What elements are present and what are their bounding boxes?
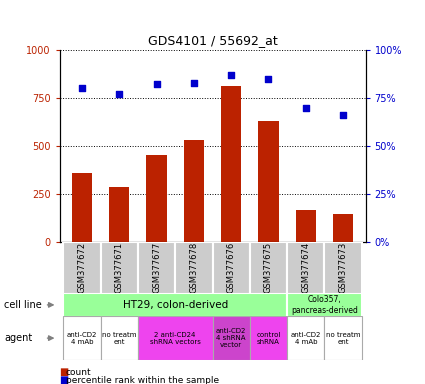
Text: no treatm
ent: no treatm ent — [102, 332, 136, 344]
Point — [265, 76, 272, 82]
Bar — [63, 316, 101, 360]
Bar — [287, 293, 362, 317]
Bar — [250, 316, 287, 360]
Bar — [250, 242, 287, 294]
Text: GSM377673: GSM377673 — [339, 242, 348, 293]
Text: ■: ■ — [60, 375, 69, 384]
Point — [303, 104, 309, 111]
Text: cell line: cell line — [4, 300, 42, 310]
Point — [228, 72, 235, 78]
Bar — [138, 242, 175, 294]
Bar — [212, 242, 250, 294]
Text: GSM377675: GSM377675 — [264, 242, 273, 293]
Bar — [212, 316, 250, 360]
Bar — [146, 155, 167, 242]
Bar — [63, 242, 101, 294]
Bar — [287, 316, 324, 360]
Text: anti-CD2
4 mAb: anti-CD2 4 mAb — [291, 332, 321, 344]
Bar — [221, 86, 241, 242]
Bar — [63, 293, 287, 317]
Text: GSM377677: GSM377677 — [152, 242, 161, 293]
Text: GSM377672: GSM377672 — [77, 242, 86, 293]
Bar — [101, 316, 138, 360]
Text: count: count — [66, 368, 91, 377]
Text: agent: agent — [4, 333, 32, 343]
Bar — [109, 187, 130, 242]
Point — [153, 81, 160, 88]
Text: GSM377678: GSM377678 — [190, 242, 198, 293]
Text: control
shRNA: control shRNA — [256, 332, 280, 344]
Bar — [333, 214, 353, 242]
Point — [190, 79, 197, 86]
Text: percentile rank within the sample: percentile rank within the sample — [66, 376, 219, 384]
Bar — [175, 242, 212, 294]
Text: GSM377674: GSM377674 — [301, 242, 310, 293]
Point — [116, 91, 122, 97]
Text: anti-CD2
4 mAb: anti-CD2 4 mAb — [67, 332, 97, 344]
Bar — [295, 210, 316, 242]
Bar — [184, 140, 204, 242]
Bar — [324, 242, 362, 294]
Text: Colo357,
pancreas-derived: Colo357, pancreas-derived — [291, 295, 358, 315]
Text: 2 anti-CD24
shRNA vectors: 2 anti-CD24 shRNA vectors — [150, 332, 201, 344]
Bar — [72, 173, 92, 242]
Bar — [138, 316, 212, 360]
Point — [340, 112, 346, 118]
Text: no treatm
ent: no treatm ent — [326, 332, 360, 344]
Text: ■: ■ — [60, 367, 69, 377]
Text: anti-CD2
4 shRNA
vector: anti-CD2 4 shRNA vector — [216, 328, 246, 348]
Point — [79, 85, 85, 91]
Bar — [287, 242, 324, 294]
Text: GSM377676: GSM377676 — [227, 242, 235, 293]
Text: GSM377671: GSM377671 — [115, 242, 124, 293]
Text: HT29, colon-derived: HT29, colon-derived — [122, 300, 228, 310]
Bar — [258, 121, 279, 242]
Title: GDS4101 / 55692_at: GDS4101 / 55692_at — [147, 34, 278, 47]
Bar — [324, 316, 362, 360]
Bar — [101, 242, 138, 294]
